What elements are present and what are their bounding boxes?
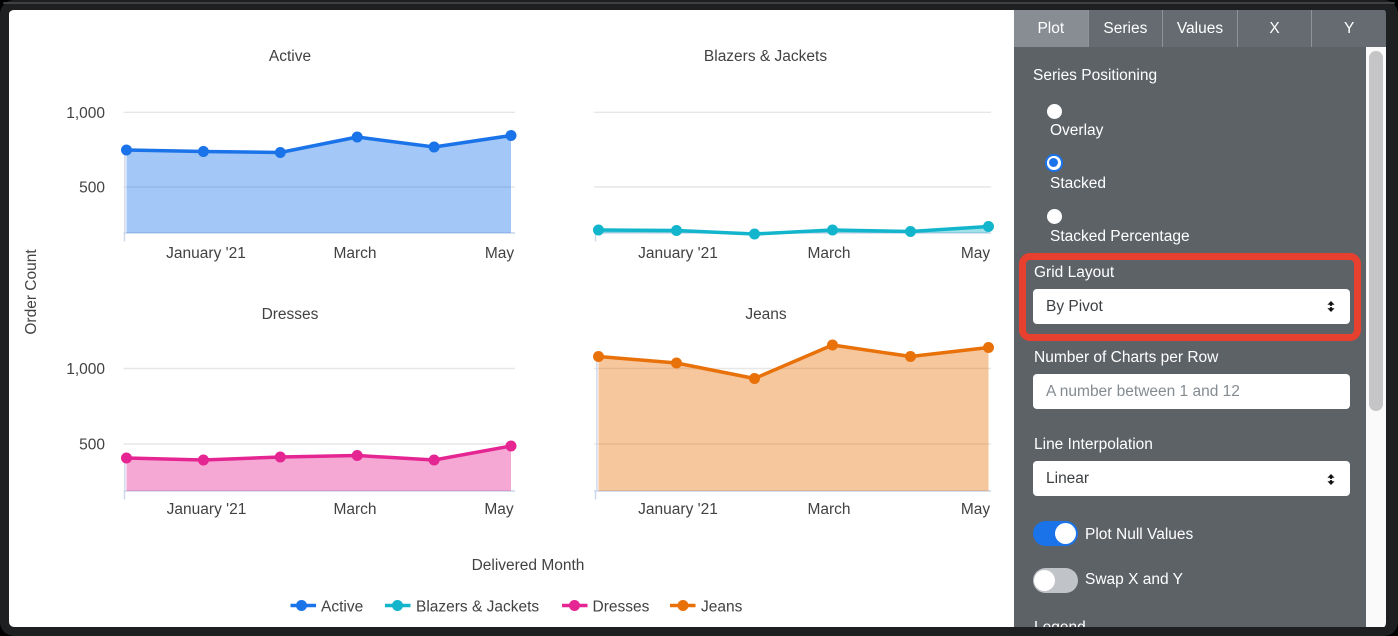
svg-text:Active: Active (321, 599, 363, 616)
svg-text:500: 500 (79, 437, 105, 454)
svg-text:1,000: 1,000 (66, 105, 105, 122)
svg-text:March: March (333, 245, 376, 262)
svg-text:March: March (807, 245, 850, 262)
svg-text:Jeans: Jeans (701, 599, 743, 616)
svg-text:March: March (807, 501, 850, 518)
svg-text:Blazers & Jackets: Blazers & Jackets (704, 48, 827, 65)
svg-text:1,000: 1,000 (66, 361, 105, 378)
svg-text:January '21: January '21 (638, 245, 718, 262)
svg-text:May: May (485, 245, 515, 262)
svg-text:May: May (961, 245, 991, 262)
svg-text:Blazers & Jackets: Blazers & Jackets (416, 599, 539, 616)
svg-text:Delivered Month: Delivered Month (472, 557, 585, 574)
svg-text:May: May (961, 501, 991, 518)
svg-text:500: 500 (79, 180, 105, 197)
svg-text:Jeans: Jeans (745, 306, 787, 323)
svg-text:January '21: January '21 (167, 501, 247, 518)
svg-text:Order Count: Order Count (23, 249, 40, 335)
svg-text:May: May (484, 501, 514, 518)
svg-text:January '21: January '21 (638, 501, 718, 518)
svg-text:March: March (333, 501, 376, 518)
svg-text:Active: Active (269, 48, 311, 65)
svg-text:Dresses: Dresses (262, 306, 319, 323)
svg-text:January '21: January '21 (166, 245, 246, 262)
svg-text:Dresses: Dresses (593, 599, 650, 616)
